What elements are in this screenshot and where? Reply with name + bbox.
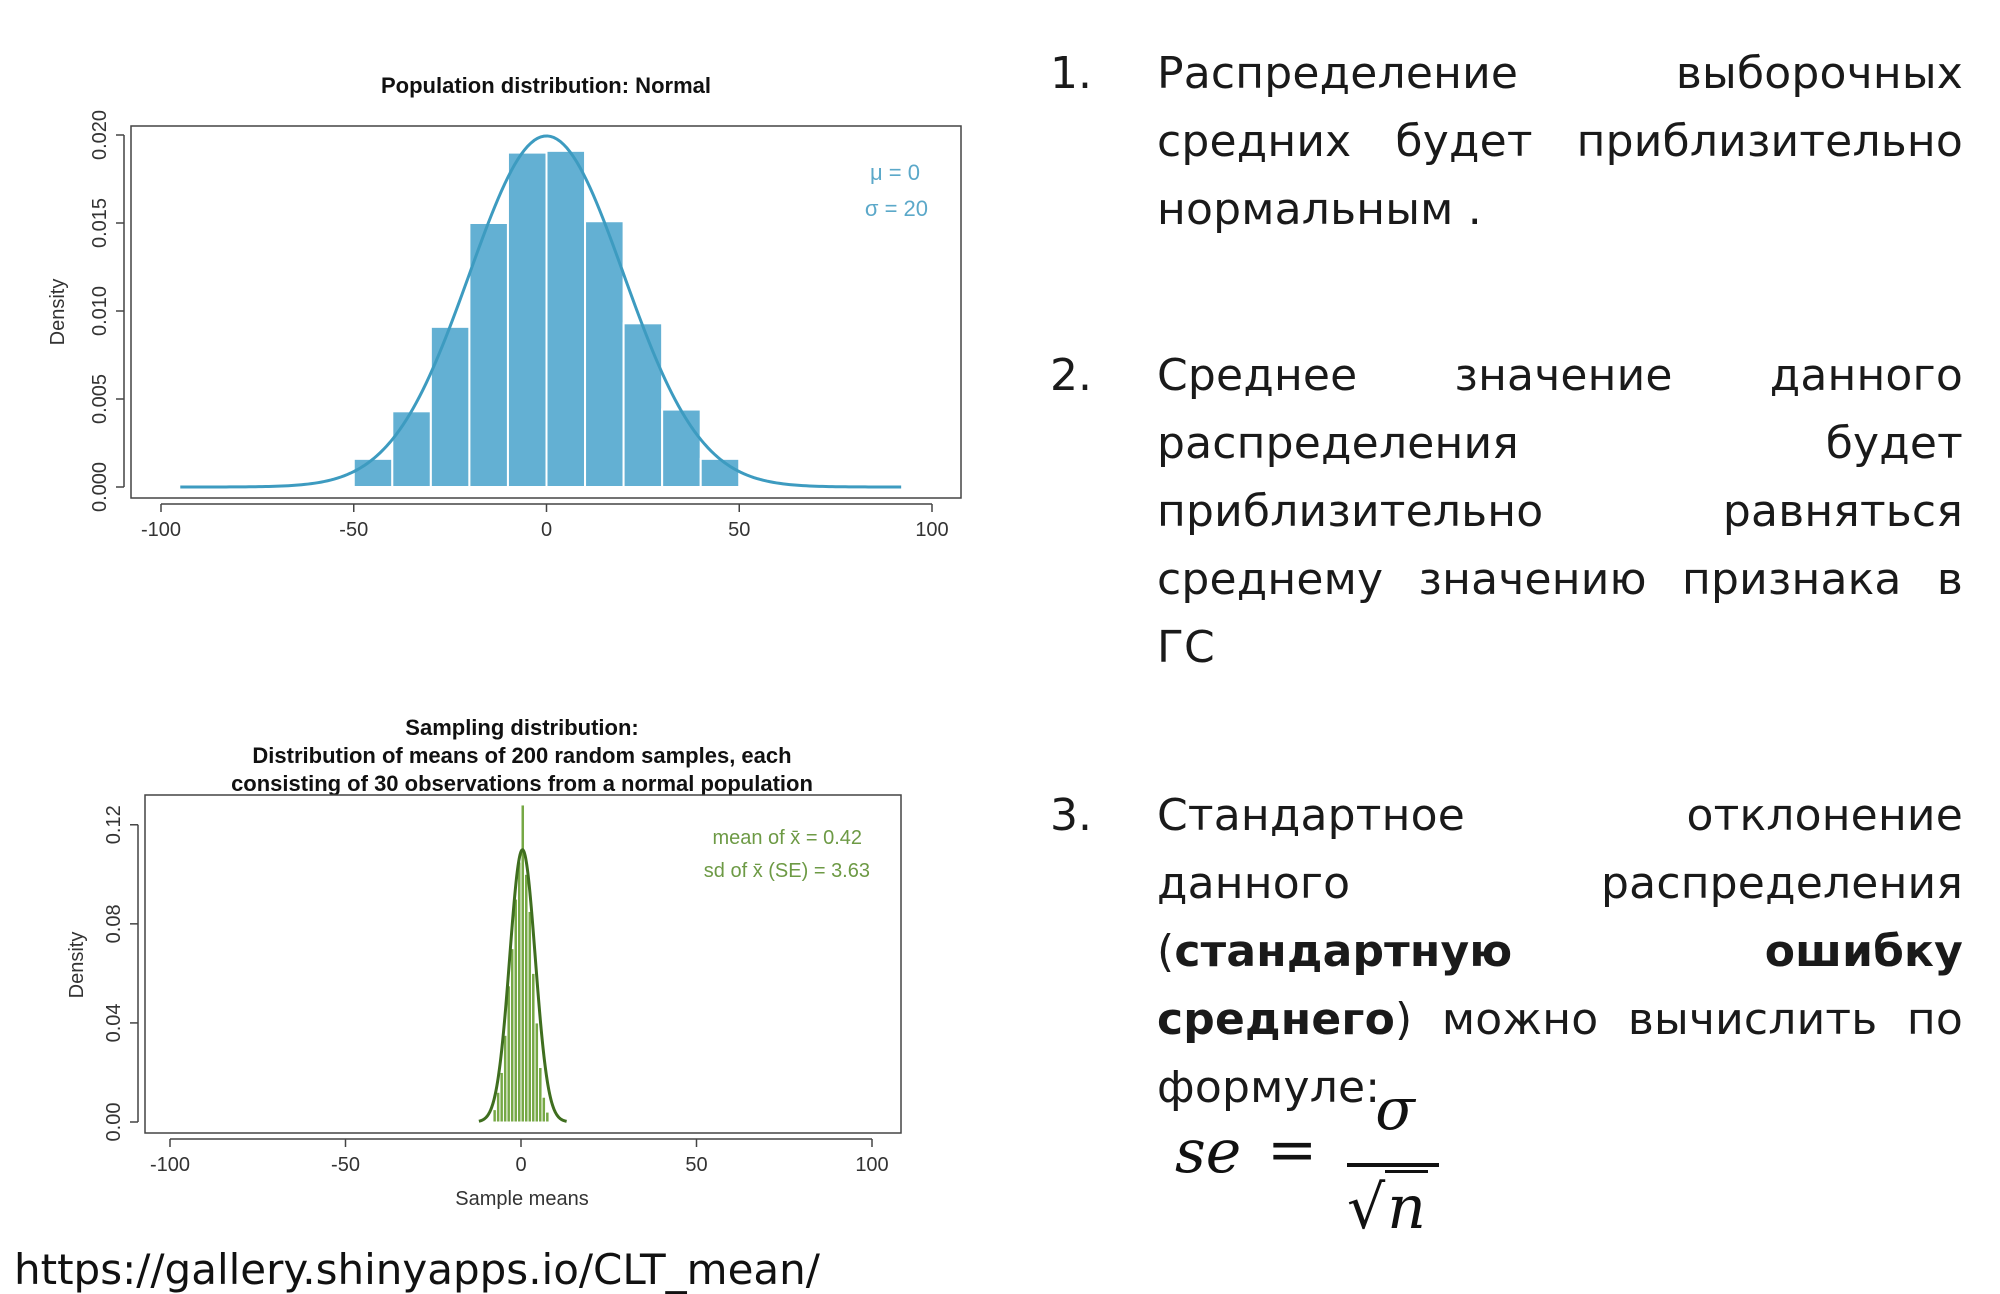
point-1-number: 1.	[1050, 48, 1092, 99]
population-bar-8	[622, 322, 664, 488]
population-bar-9	[661, 408, 702, 488]
point-2-text: Среднее значение данного распределения б…	[1157, 350, 1963, 673]
point-3-number: 3.	[1050, 790, 1092, 841]
sampling-bar-5	[506, 985, 511, 1123]
sampling-y-axis-label: Density	[66, 932, 88, 999]
sampling-bar-2	[495, 1091, 501, 1123]
population-y-axis-label: Density	[47, 279, 69, 346]
sampling-y-tick-label-3: 0.08	[103, 904, 125, 943]
formula-n: n	[1385, 1170, 1428, 1243]
point-3-text-before: Стандартное отклонение данного распредел…	[1157, 790, 1963, 977]
population-y-tick-label-5: 0.020	[89, 110, 111, 160]
sampling-chart-title: Sampling distribution:	[405, 715, 638, 740]
formula-lhs: se	[1175, 1117, 1242, 1187]
population-x-tick-label-5: 100	[915, 519, 948, 541]
point-3-text: Стандартное отклонение данного распредел…	[1157, 782, 1963, 1122]
sampling-bar-8	[516, 861, 522, 1123]
formula-denominator: √n	[1347, 1170, 1428, 1243]
point-3-text-bold: стандартную ошибку среднего	[1157, 926, 1963, 1045]
sampling-x-tick-label-1: -100	[150, 1154, 190, 1176]
population-y-tick-label-4: 0.015	[89, 198, 111, 248]
population-x-tick-label-4: 50	[728, 519, 750, 541]
population-bar-10	[699, 457, 741, 488]
population-x-tick-label-2: -50	[339, 519, 368, 541]
point-3-text-after: ) можно вычислить по формуле:	[1157, 994, 1963, 1113]
population-mu-annotation: μ = 0	[870, 160, 920, 185]
formula-numerator: σ	[1375, 1075, 1415, 1143]
formula-root-sign: √	[1347, 1173, 1386, 1243]
formula-fraction: σ √n	[1347, 1075, 1443, 1255]
sampling-se-annotation: sd of x̄ (SE) = 3.63	[704, 860, 870, 882]
sampling-bar-14	[538, 1067, 543, 1123]
sampling-x-tick-label-4: 50	[685, 1154, 707, 1176]
population-bar-2	[391, 410, 432, 489]
sampling-bar-10	[524, 873, 529, 1123]
population-bar-5	[506, 151, 548, 488]
sampling-bar-12	[531, 972, 536, 1123]
sampling-bar-6	[509, 948, 515, 1123]
point-1-text: Распределение выборочных средних будет п…	[1157, 48, 1963, 235]
sampling-x-tick-label-3: 0	[515, 1154, 526, 1176]
population-chart: Population distribution: Normal -100 -50 0…	[47, 73, 962, 541]
sampling-bar-4	[502, 1034, 508, 1123]
population-y-tick-label-2: 0.005	[89, 374, 111, 424]
sampling-density-curve	[478, 848, 567, 1123]
sampling-bar-16	[545, 1111, 550, 1123]
sampling-x-tick-label-5: 100	[855, 1154, 888, 1176]
sampling-bar-7	[513, 898, 518, 1123]
population-y-tick-label-3: 0.010	[89, 286, 111, 336]
sampling-bar-11	[527, 910, 533, 1123]
standard-error-formula: se = σ √n	[1175, 1075, 1475, 1255]
population-sigma-annotation: σ = 20	[865, 196, 928, 221]
sampling-x-tick-label-2: -50	[331, 1154, 360, 1176]
charts-area: Population distribution: Normal -100 -50 0…	[47, 73, 962, 1210]
sampling-x-axis-label: Sample means	[455, 1188, 588, 1210]
point-2-number: 2.	[1050, 350, 1092, 401]
population-bar-1	[352, 457, 394, 488]
sampling-bar-13	[534, 1022, 540, 1123]
sampling-y-tick-label-4: 0.12	[103, 805, 125, 844]
population-bar-6	[545, 149, 587, 488]
sampling-bar-15	[541, 1096, 547, 1123]
population-bar-3	[429, 325, 471, 488]
population-bar-4	[468, 222, 509, 488]
sampling-bar-1	[492, 1109, 497, 1123]
population-chart-title: Population distribution: Normal	[381, 73, 711, 98]
sampling-chart-subtitle-line2: consisting of 30 observations from a nor…	[231, 771, 813, 796]
sampling-chart: Sampling distribution: Distribution of m…	[66, 715, 902, 1210]
sampling-y-tick-label-2: 0.04	[103, 1003, 125, 1042]
population-x-tick-label-3: 0	[541, 519, 552, 541]
formula-fraction-bar	[1347, 1163, 1439, 1167]
sampling-plot-frame	[144, 794, 902, 1134]
population-density-curve	[180, 134, 902, 489]
formula-equals: =	[1267, 1115, 1318, 1185]
sampling-mean-annotation: mean of x̄ = 0.42	[712, 827, 862, 849]
population-plot-frame	[130, 125, 962, 499]
sampling-chart-subtitle-line1: Distribution of means of 200 random samp…	[252, 743, 791, 768]
population-y-tick-label-1: 0.000	[89, 462, 111, 512]
sampling-y-tick-label-1: 0.00	[103, 1103, 125, 1142]
source-url[interactable]: https://gallery.shinyapps.io/CLT_mean/	[14, 1245, 820, 1294]
sampling-bar-3	[499, 1071, 504, 1123]
population-x-tick-label-1: -100	[141, 519, 181, 541]
